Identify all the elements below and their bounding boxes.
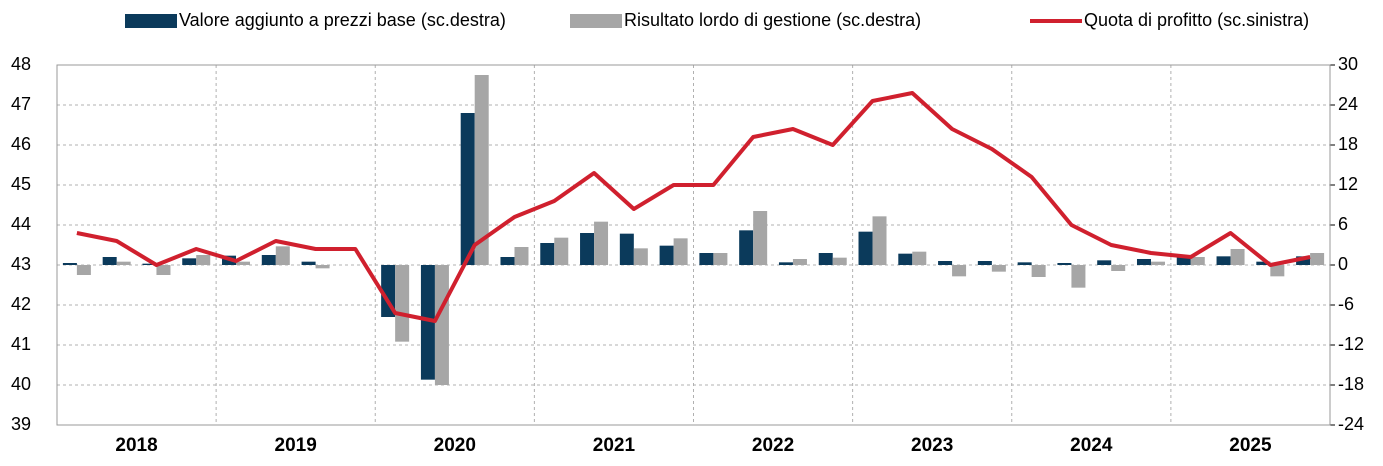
- y-tick-label: 41: [11, 334, 31, 354]
- legend-swatch: [570, 14, 622, 28]
- bar: [699, 253, 714, 265]
- bar: [938, 261, 953, 265]
- bar: [1057, 263, 1072, 265]
- bar: [182, 258, 197, 265]
- bar: [872, 216, 887, 265]
- bar: [991, 265, 1006, 272]
- bar: [619, 233, 634, 265]
- bar: [952, 265, 967, 277]
- bar: [778, 262, 793, 265]
- bar: [142, 263, 157, 265]
- bar: [818, 253, 833, 265]
- bar: [713, 253, 728, 265]
- x-group-label: 2024: [1070, 435, 1113, 456]
- bar: [659, 245, 674, 265]
- bar: [1176, 256, 1191, 265]
- y2-tick-label: 18: [1338, 134, 1358, 154]
- bar: [912, 251, 927, 265]
- x-group-label: 2023: [911, 435, 953, 456]
- bar: [460, 113, 475, 265]
- y2-tick-label: 0: [1338, 254, 1348, 274]
- bar: [1270, 265, 1285, 277]
- bar: [898, 253, 913, 265]
- y2-tick-label: 6: [1338, 214, 1348, 234]
- legend-swatch: [125, 14, 177, 28]
- bar: [315, 265, 330, 269]
- x-group-label: 2020: [434, 435, 476, 456]
- x-group-label: 2025: [1229, 435, 1272, 456]
- y2-tick-label: 24: [1338, 94, 1358, 114]
- y-tick-label: 39: [11, 414, 31, 434]
- bar: [395, 265, 410, 342]
- bar: [500, 257, 515, 265]
- y2-tick-label: -12: [1338, 334, 1364, 354]
- bar: [1136, 259, 1151, 265]
- bar: [1310, 253, 1325, 265]
- bar: [1296, 256, 1311, 265]
- bar: [434, 265, 449, 385]
- bar: [1071, 265, 1086, 288]
- x-group-label: 2022: [752, 435, 794, 456]
- y-tick-label: 47: [11, 94, 31, 114]
- bar: [1190, 257, 1205, 265]
- bar: [1017, 262, 1032, 265]
- bar: [633, 248, 648, 265]
- bar: [1111, 265, 1126, 271]
- plot-border: [56, 64, 1331, 426]
- bar: [1230, 249, 1245, 265]
- bar: [76, 265, 91, 275]
- bar: [301, 261, 316, 265]
- bar: [102, 257, 117, 265]
- y2-tick-label: -6: [1338, 294, 1354, 314]
- bar: [673, 238, 688, 265]
- bar: [474, 75, 489, 265]
- x-group-label: 2019: [275, 435, 317, 456]
- bar: [1031, 265, 1046, 277]
- bar: [514, 247, 529, 265]
- bar: [792, 259, 807, 265]
- bar: [594, 221, 609, 265]
- y-tick-label: 40: [11, 374, 31, 394]
- y-tick-label: 44: [11, 214, 31, 234]
- y2-tick-label: -24: [1338, 414, 1364, 434]
- bar: [236, 261, 251, 265]
- bar: [116, 261, 131, 265]
- line: [76, 91, 1311, 323]
- y-tick-label: 42: [11, 294, 31, 314]
- bar: [1097, 260, 1112, 265]
- legend-label: Risultato lordo di gestione (sc.destra): [624, 10, 921, 30]
- y2-tick-label: 30: [1338, 54, 1358, 74]
- bar: [1150, 261, 1165, 265]
- x-group-label: 2021: [593, 435, 636, 456]
- bar: [196, 255, 211, 265]
- y-tick-label: 46: [11, 134, 31, 154]
- bar: [739, 230, 754, 265]
- bar: [1256, 261, 1271, 265]
- legend-label: Valore aggiunto a prezzi base (sc.destra…: [179, 10, 506, 30]
- bar: [62, 263, 77, 265]
- y-tick-label: 43: [11, 254, 31, 274]
- bar: [832, 257, 847, 265]
- bar: [156, 265, 171, 275]
- bar: [1216, 256, 1231, 265]
- y2-tick-label: -18: [1338, 374, 1364, 394]
- legend-label: Quota di profitto (sc.sinistra): [1084, 10, 1309, 30]
- bar: [580, 233, 595, 265]
- bar: [275, 246, 290, 265]
- bar: [753, 211, 768, 265]
- bar: [261, 255, 276, 265]
- x-group-label: 2018: [115, 435, 157, 456]
- y-tick-label: 45: [11, 174, 31, 194]
- bar: [858, 231, 873, 265]
- bar: [554, 237, 569, 265]
- bar: [540, 243, 555, 265]
- bar: [977, 261, 992, 265]
- y2-tick-label: 12: [1338, 174, 1358, 194]
- bar: [420, 265, 435, 380]
- y-tick-label: 48: [11, 54, 31, 74]
